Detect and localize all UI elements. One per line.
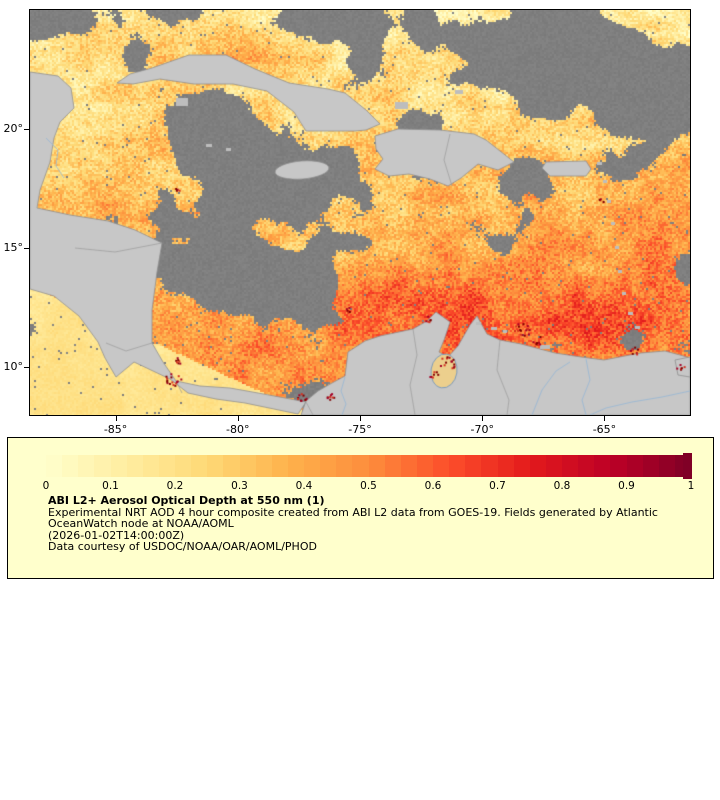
colorbar-segment bbox=[191, 455, 208, 477]
y-tick-mark bbox=[24, 248, 29, 250]
colorbar-segment bbox=[62, 455, 79, 477]
colorbar-tick-label: 0.6 bbox=[424, 480, 442, 492]
colorbar-segment bbox=[336, 455, 353, 477]
colorbar-segment bbox=[529, 455, 546, 477]
legend-description-1: Experimental NRT AOD 4 hour composite cr… bbox=[48, 505, 658, 519]
colorbar-segment bbox=[497, 455, 514, 477]
x-tick-mark bbox=[360, 416, 361, 421]
colorbar-segment bbox=[142, 455, 159, 477]
colorbar-segment bbox=[320, 455, 337, 477]
colorbar-segment bbox=[94, 455, 111, 477]
colorbar-segment bbox=[626, 455, 643, 477]
x-tick-label: -75° bbox=[348, 423, 372, 436]
x-tick-label: -80° bbox=[226, 423, 250, 436]
x-tick-label: -85° bbox=[103, 423, 128, 436]
colorbar-segment bbox=[287, 455, 304, 477]
colorbar-segment bbox=[271, 455, 288, 477]
x-tick-mark bbox=[115, 416, 117, 421]
colorbar-segment bbox=[239, 455, 256, 477]
colorbar-tick-label: 1 bbox=[687, 480, 695, 492]
aod-map-canvas bbox=[30, 10, 690, 415]
colorbar-segment bbox=[658, 455, 675, 477]
colorbar-segment bbox=[433, 455, 450, 477]
map-frame bbox=[29, 9, 691, 416]
colorbar-segment bbox=[578, 455, 595, 477]
colorbar-segment bbox=[610, 455, 627, 477]
legend-text-block: ABI L2+ Aerosol Optical Depth at 550 nm … bbox=[48, 495, 708, 553]
colorbar-segment bbox=[594, 455, 611, 477]
colorbar-segment bbox=[368, 455, 385, 477]
colorbar-segment bbox=[465, 455, 482, 477]
colorbar-tick-label: 0 bbox=[42, 480, 50, 492]
legend-title: ABI L2+ Aerosol Optical Depth at 550 nm … bbox=[48, 494, 325, 507]
colorbar-segment bbox=[545, 455, 562, 477]
colorbar-segment bbox=[642, 455, 659, 477]
colorbar-segment bbox=[449, 455, 466, 477]
colorbar-tick-label: 0.4 bbox=[295, 480, 313, 492]
colorbar-tick-label: 0.2 bbox=[166, 480, 184, 492]
colorbar-segment bbox=[175, 455, 192, 477]
colorbar-segment bbox=[255, 455, 272, 477]
colorbar-segment bbox=[223, 455, 240, 477]
colorbar-segment bbox=[400, 455, 417, 477]
colorbar-segment bbox=[562, 455, 579, 477]
y-tick-mark bbox=[24, 129, 29, 131]
colorbar-overflow-cap bbox=[683, 453, 692, 479]
x-tick-label: -65° bbox=[592, 423, 617, 436]
colorbar-segment bbox=[110, 455, 127, 477]
colorbar-segment bbox=[384, 455, 401, 477]
colorbar-segment bbox=[126, 455, 143, 477]
x-tick-mark bbox=[604, 416, 606, 421]
legend-courtesy: Data courtesy of USDOC/NOAA/OAR/AOML/PHO… bbox=[48, 540, 317, 554]
y-tick-label: 10° bbox=[3, 360, 24, 374]
colorbar-tick-label: 0.7 bbox=[489, 480, 506, 492]
colorbar-tick-label: 0.8 bbox=[553, 480, 571, 492]
colorbar bbox=[46, 455, 691, 477]
colorbar-tick-label: 0.9 bbox=[618, 480, 635, 492]
x-tick-label: -70° bbox=[470, 423, 494, 436]
colorbar-segment bbox=[352, 455, 369, 477]
legend-panel: 0 0.1 0.2 0.3 0.4 0.5 0.6 0.7 0.8 0.9 1 ABI L2+ Ae… bbox=[7, 437, 714, 579]
x-tick-mark bbox=[237, 416, 239, 421]
colorbar-segment bbox=[46, 455, 63, 477]
colorbar-segment bbox=[207, 455, 224, 477]
colorbar-segment bbox=[158, 455, 175, 477]
colorbar-segment bbox=[304, 455, 321, 477]
y-tick-mark bbox=[24, 367, 29, 369]
legend-timestamp: (2026-01-02T14:00:00Z) bbox=[48, 528, 185, 542]
colorbar-segment bbox=[513, 455, 530, 477]
legend-description-2: OceanWatch node at NOAA/AOML bbox=[48, 517, 234, 531]
colorbar-tick-label: 0.3 bbox=[231, 480, 248, 492]
colorbar-tick-label: 0.1 bbox=[102, 480, 119, 492]
colorbar-segment bbox=[78, 455, 95, 477]
y-tick-label: 15° bbox=[3, 241, 24, 255]
colorbar-tick-label: 0.5 bbox=[360, 480, 377, 492]
colorbar-segment bbox=[481, 455, 498, 477]
x-tick-mark bbox=[482, 416, 484, 421]
y-tick-label: 20° bbox=[3, 122, 24, 136]
colorbar-segment bbox=[416, 455, 433, 477]
